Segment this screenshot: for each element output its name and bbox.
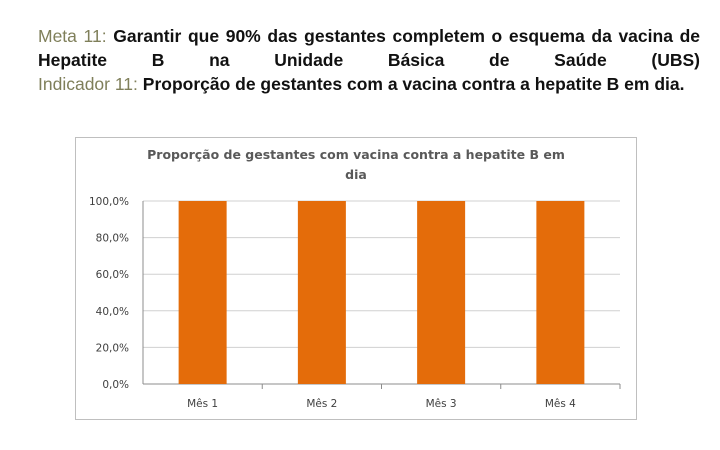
y-tick-label: 100,0% [89,196,129,208]
indicator-paragraph: Indicador 11: Proporção de gestantes com… [38,72,700,96]
y-tick-label: 40,0% [96,306,129,318]
y-tick-label: 80,0% [96,233,129,245]
y-tick-label: 20,0% [96,342,129,354]
chart-title: Proporção de gestantes com vacina contra… [147,147,565,162]
x-tick-label: Mês 1 [187,398,218,410]
chart-title: dia [345,167,367,182]
y-tick-label: 0,0% [102,379,129,391]
bar [297,201,346,384]
goal-label: Meta 11: [38,26,107,46]
bar [536,201,585,384]
indicator-label: Indicador 11: [38,74,138,94]
x-tick-label: Mês 4 [545,398,576,410]
goal-text: Garantir que 90% das gestantes completem… [38,26,700,70]
x-tick-label: Mês 2 [306,398,337,410]
x-tick-label: Mês 3 [426,398,457,410]
bar [178,201,227,384]
bar [417,201,466,384]
intro-text: Meta 11: Garantir que 90% das gestantes … [38,24,700,96]
y-tick-label: 60,0% [96,269,129,281]
goal-paragraph: Meta 11: Garantir que 90% das gestantes … [38,24,700,72]
indicator-text: Proporção de gestantes com a vacina cont… [142,74,685,94]
